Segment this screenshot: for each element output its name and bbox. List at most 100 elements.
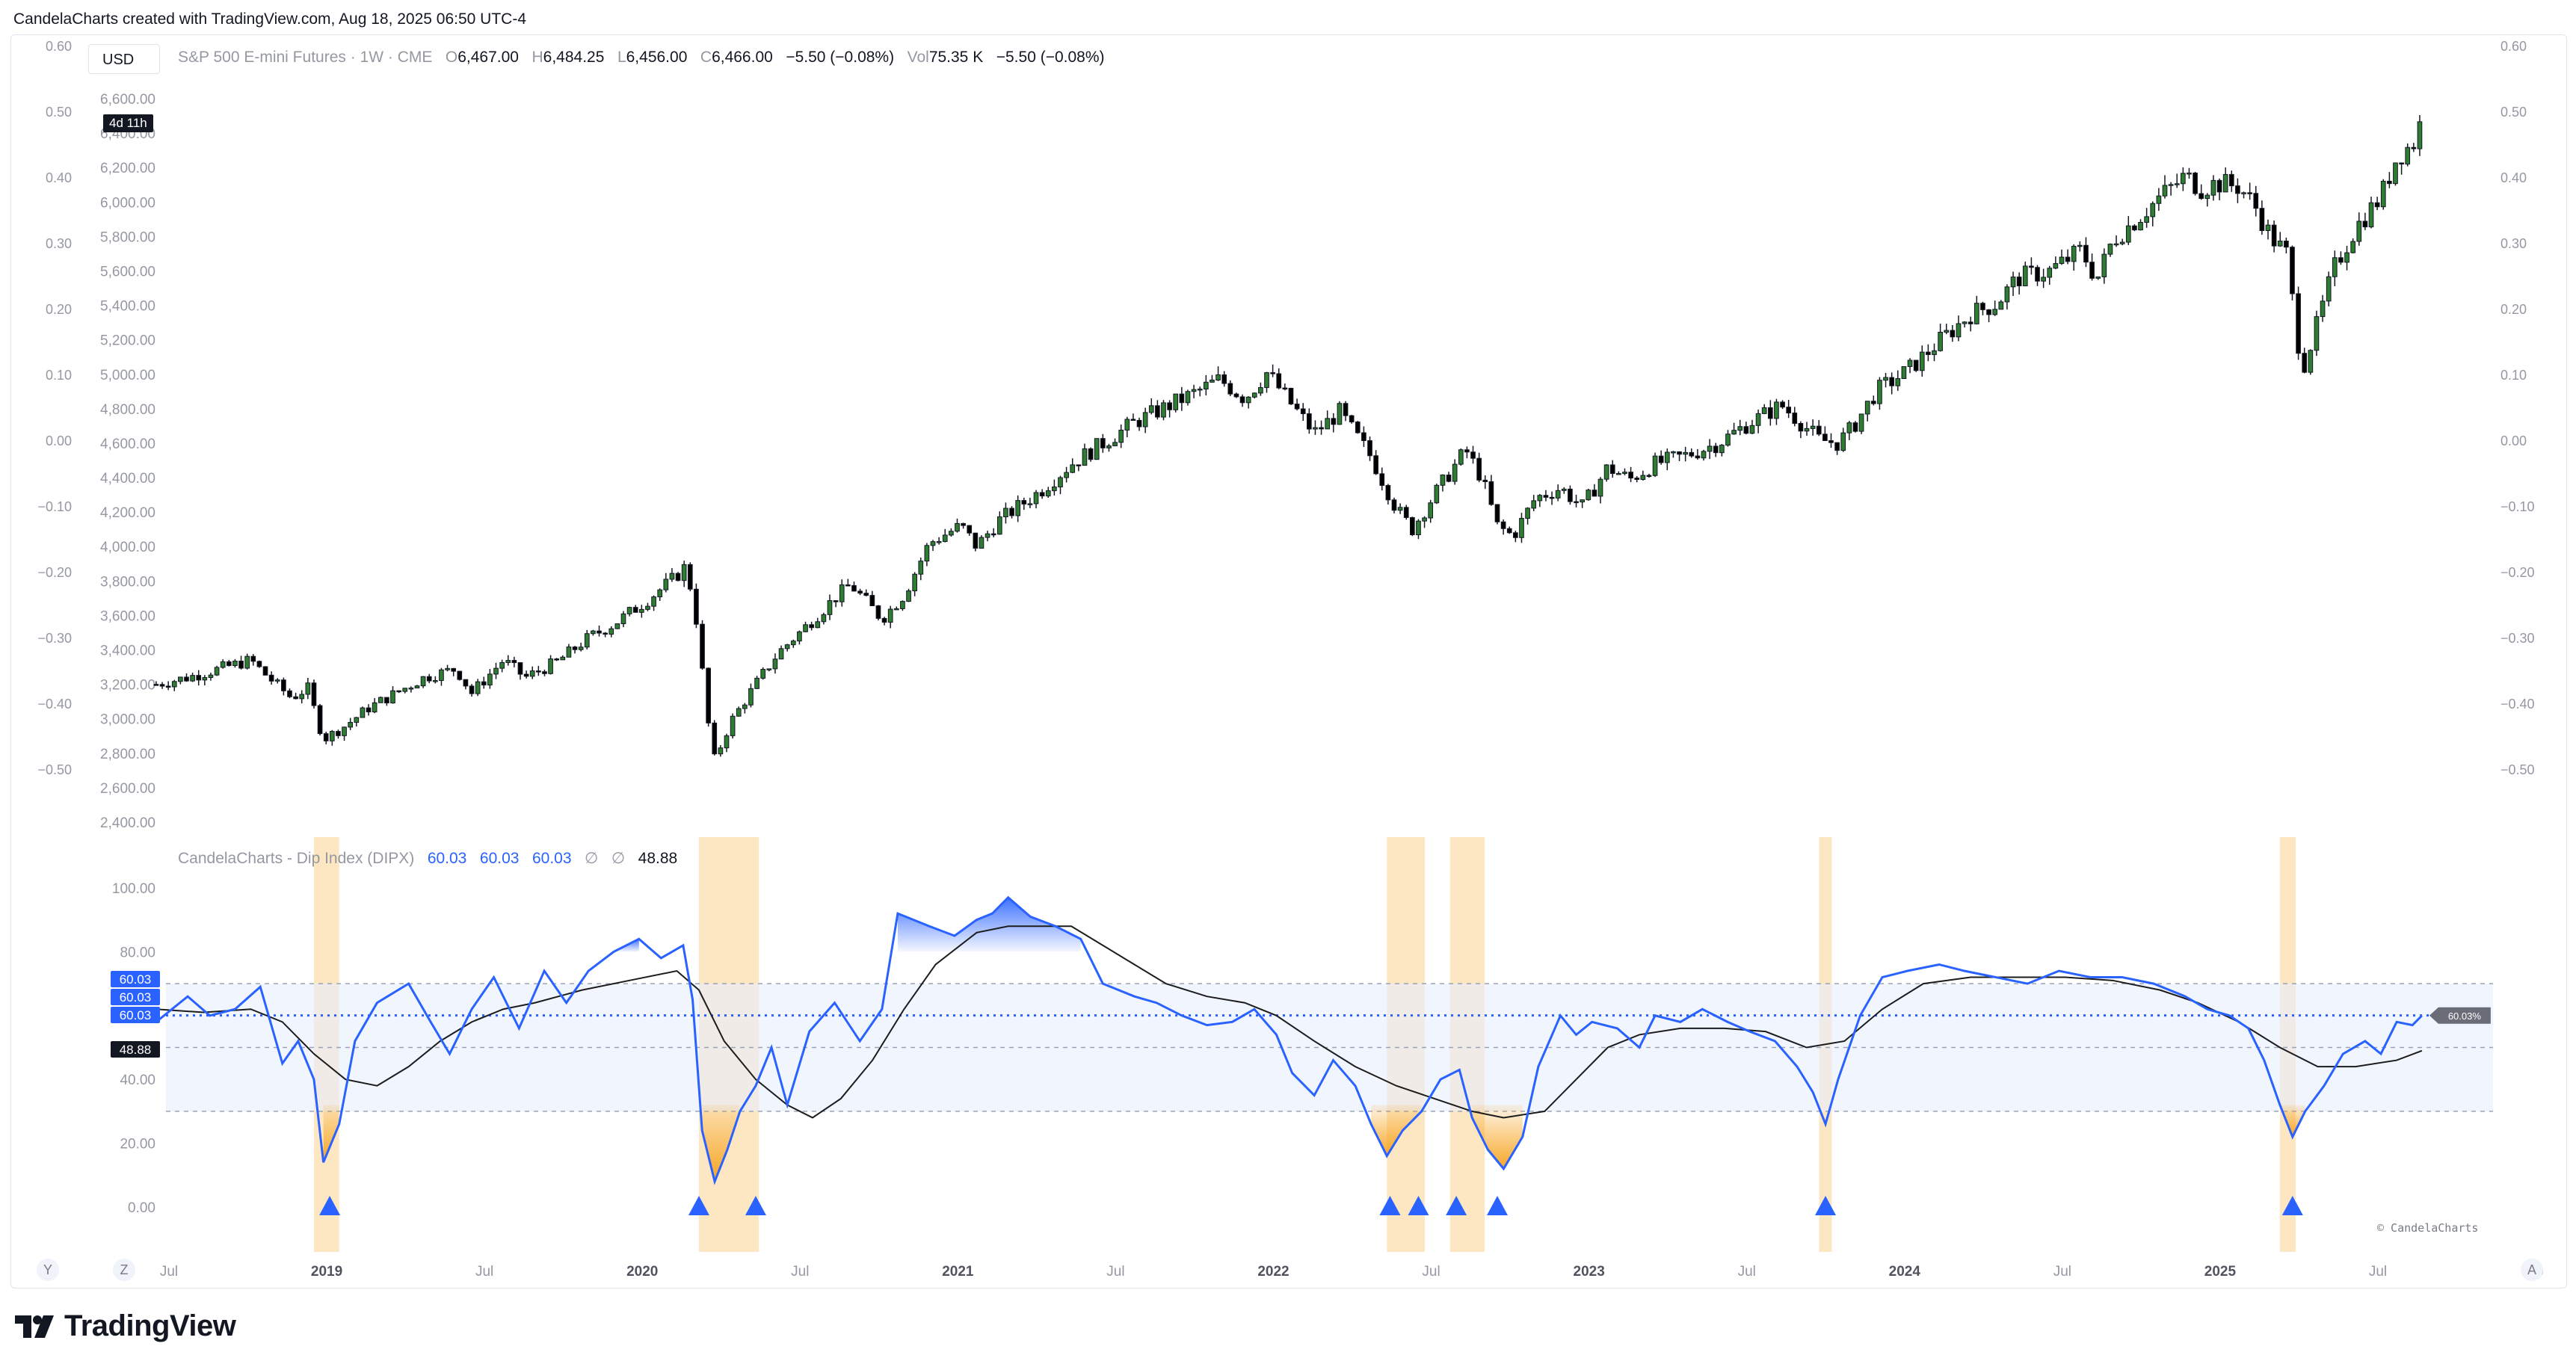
percent-axis-tick-right: 0.10	[2500, 368, 2527, 383]
candle-down	[1239, 396, 1245, 404]
price-axis-tick: 4,800.00	[100, 402, 155, 418]
candle-down	[973, 532, 979, 549]
close-value: 6,466.00	[712, 49, 773, 66]
candle-up	[742, 704, 748, 709]
candle-up	[893, 608, 899, 611]
candle-up	[2113, 243, 2119, 246]
candle-down	[196, 675, 202, 681]
candle-down	[597, 630, 602, 634]
candle-up	[2320, 300, 2326, 318]
candle-up	[790, 641, 796, 646]
log-scale-button[interactable]: Y	[37, 1259, 59, 1281]
candle-up	[2077, 244, 2083, 247]
chart-attribution: CandelaCharts created with TradingView.c…	[13, 10, 527, 28]
candle-up	[772, 658, 778, 670]
candle-down	[700, 623, 705, 669]
candle-up	[2326, 276, 2332, 302]
candle-up	[1877, 380, 1882, 404]
candle-up	[1992, 309, 1998, 315]
indicator-value-2: 60.03	[479, 850, 520, 867]
candle-down	[2374, 202, 2380, 208]
candle-up	[1846, 422, 1852, 433]
candle-up	[566, 647, 572, 658]
candle-up	[887, 608, 893, 623]
auto-scale-button[interactable]: A	[2521, 1259, 2543, 1281]
candle-up	[2350, 241, 2355, 253]
candle-down	[2132, 225, 2137, 231]
candle-down	[1500, 521, 1506, 529]
price-axis-tick: 4,200.00	[100, 505, 155, 521]
candle-up	[1124, 419, 1130, 431]
low-label: L	[617, 49, 626, 66]
candle-up	[499, 661, 505, 669]
candle-down	[1634, 478, 1640, 481]
time-axis-tick: 2023	[1574, 1264, 1605, 1280]
candle-up	[1245, 396, 1251, 404]
indicator-name[interactable]: CandelaCharts - Dip Index (DIPX)	[178, 850, 415, 867]
candle-down	[281, 679, 286, 691]
candle-up	[827, 600, 833, 615]
candle-down	[1926, 351, 1931, 355]
candle-up	[487, 673, 493, 686]
candle-down	[1221, 374, 1227, 384]
candle-down	[2253, 193, 2259, 209]
time-axis-tick: 2020	[626, 1264, 658, 1280]
candle-up	[171, 681, 177, 688]
candle-up	[748, 688, 754, 706]
price-axis-tick: 5,000.00	[100, 368, 155, 383]
time-axis-tick: Jul	[2053, 1264, 2071, 1280]
candle-down	[1403, 507, 1409, 518]
candle-down	[287, 690, 292, 697]
candle-down	[1100, 438, 1106, 448]
dip-signal-marker	[1379, 1196, 1401, 1215]
candle-up	[1719, 445, 1725, 454]
price-axis-tick: 5,400.00	[100, 299, 155, 315]
candle-up	[1052, 487, 1057, 492]
candle-up	[985, 533, 990, 538]
last-value-badge	[111, 1041, 160, 1058]
candle-up	[1118, 429, 1124, 443]
candle-up	[2314, 316, 2320, 351]
candle-down	[293, 696, 298, 700]
candle-up	[821, 614, 827, 623]
candle-down	[463, 679, 469, 687]
candle-down	[1767, 407, 1773, 419]
candle-up	[2022, 265, 2028, 286]
candle-up	[1603, 464, 1609, 480]
currency-button[interactable]: USD	[88, 44, 160, 74]
change-value: −5.50 (−0.08%)	[786, 49, 895, 66]
candle-up	[1531, 500, 1537, 509]
candle-down	[262, 666, 268, 676]
candle-up	[1452, 463, 1458, 482]
symbol-label[interactable]: S&P 500 E-mini Futures · 1W · CME	[178, 49, 433, 66]
candle-up	[1458, 449, 1464, 465]
candle-up	[949, 531, 954, 536]
candle-up	[1749, 425, 1755, 434]
candle-up	[1003, 507, 1008, 518]
candle-down	[1506, 528, 1512, 534]
tradingview-logo[interactable]: TradingView	[15, 1309, 236, 1343]
candle-down	[457, 670, 463, 680]
dip-signal-marker	[688, 1196, 709, 1215]
candle-down	[535, 670, 541, 673]
candle-down	[675, 573, 681, 581]
candle-up	[608, 628, 614, 635]
candle-up	[2101, 253, 2107, 277]
candle-up	[778, 648, 784, 660]
candle-down	[1968, 321, 1973, 324]
dip-signal-marker	[319, 1196, 341, 1215]
percent-axis-tick-left: −0.40	[37, 697, 72, 712]
candle-up	[1082, 448, 1088, 466]
percent-axis-tick-right: −0.20	[2500, 565, 2535, 580]
candle-down	[1568, 488, 1573, 502]
candle-down	[1591, 490, 1597, 497]
price-axis-tick: 3,400.00	[100, 644, 155, 659]
percent-axis-tick-right: 0.40	[2500, 170, 2527, 185]
candle-up	[1064, 472, 1069, 478]
zoom-button[interactable]: Z	[113, 1259, 135, 1281]
price-axis-tick: 4,400.00	[100, 471, 155, 487]
candle-up	[1397, 507, 1403, 511]
percent-axis-tick-right: 0.50	[2500, 105, 2527, 120]
candle-up	[1185, 391, 1191, 404]
